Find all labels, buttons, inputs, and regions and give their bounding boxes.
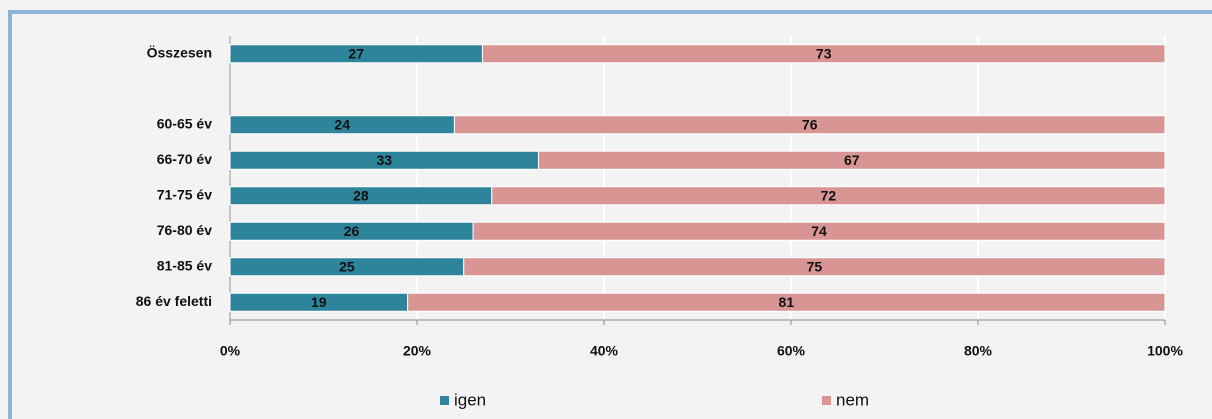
- bar-segment: [472, 221, 1166, 241]
- x-tick-label: 20%: [403, 343, 432, 359]
- y-tick-label: 66-70 év: [157, 151, 212, 167]
- bar-segment: [538, 150, 1166, 170]
- value-label: 33: [376, 152, 392, 168]
- y-tick-label: 86 év feletti: [136, 293, 212, 309]
- value-label: 73: [816, 45, 832, 61]
- bar-segment: [481, 44, 1166, 64]
- y-tick-label: 60-65 év: [157, 115, 212, 131]
- frame: [8, 10, 1212, 419]
- value-label: 26: [344, 223, 360, 239]
- x-tick-label: 0%: [220, 343, 241, 359]
- legend-label: nem: [836, 390, 869, 409]
- y-tick-label: 81-85 év: [157, 257, 212, 273]
- y-tick-label: Összesen: [147, 44, 212, 60]
- x-tick-label: 80%: [964, 343, 993, 359]
- y-tick-label: 76-80 év: [157, 222, 212, 238]
- value-label: 24: [334, 116, 350, 132]
- bar-segment: [407, 292, 1166, 312]
- bar-segment: [491, 186, 1166, 206]
- value-label: 81: [779, 294, 795, 310]
- value-label: 74: [811, 223, 827, 239]
- legend-swatch: [822, 396, 831, 405]
- x-tick-label: 60%: [777, 343, 806, 359]
- bar-segment: [453, 115, 1166, 135]
- bar-segment: [463, 257, 1166, 277]
- x-tick-label: 100%: [1147, 343, 1183, 359]
- value-label: 28: [353, 187, 369, 203]
- value-label: 67: [844, 152, 860, 168]
- value-label: 27: [348, 45, 364, 61]
- legend-swatch: [440, 396, 449, 405]
- value-label: 19: [311, 294, 327, 310]
- value-label: 76: [802, 116, 818, 132]
- value-label: 25: [339, 258, 355, 274]
- y-tick-label: 71-75 év: [157, 186, 212, 202]
- value-label: 75: [807, 258, 823, 274]
- x-tick-label: 40%: [590, 343, 619, 359]
- value-label: 72: [821, 187, 837, 203]
- legend-label: igen: [454, 390, 486, 409]
